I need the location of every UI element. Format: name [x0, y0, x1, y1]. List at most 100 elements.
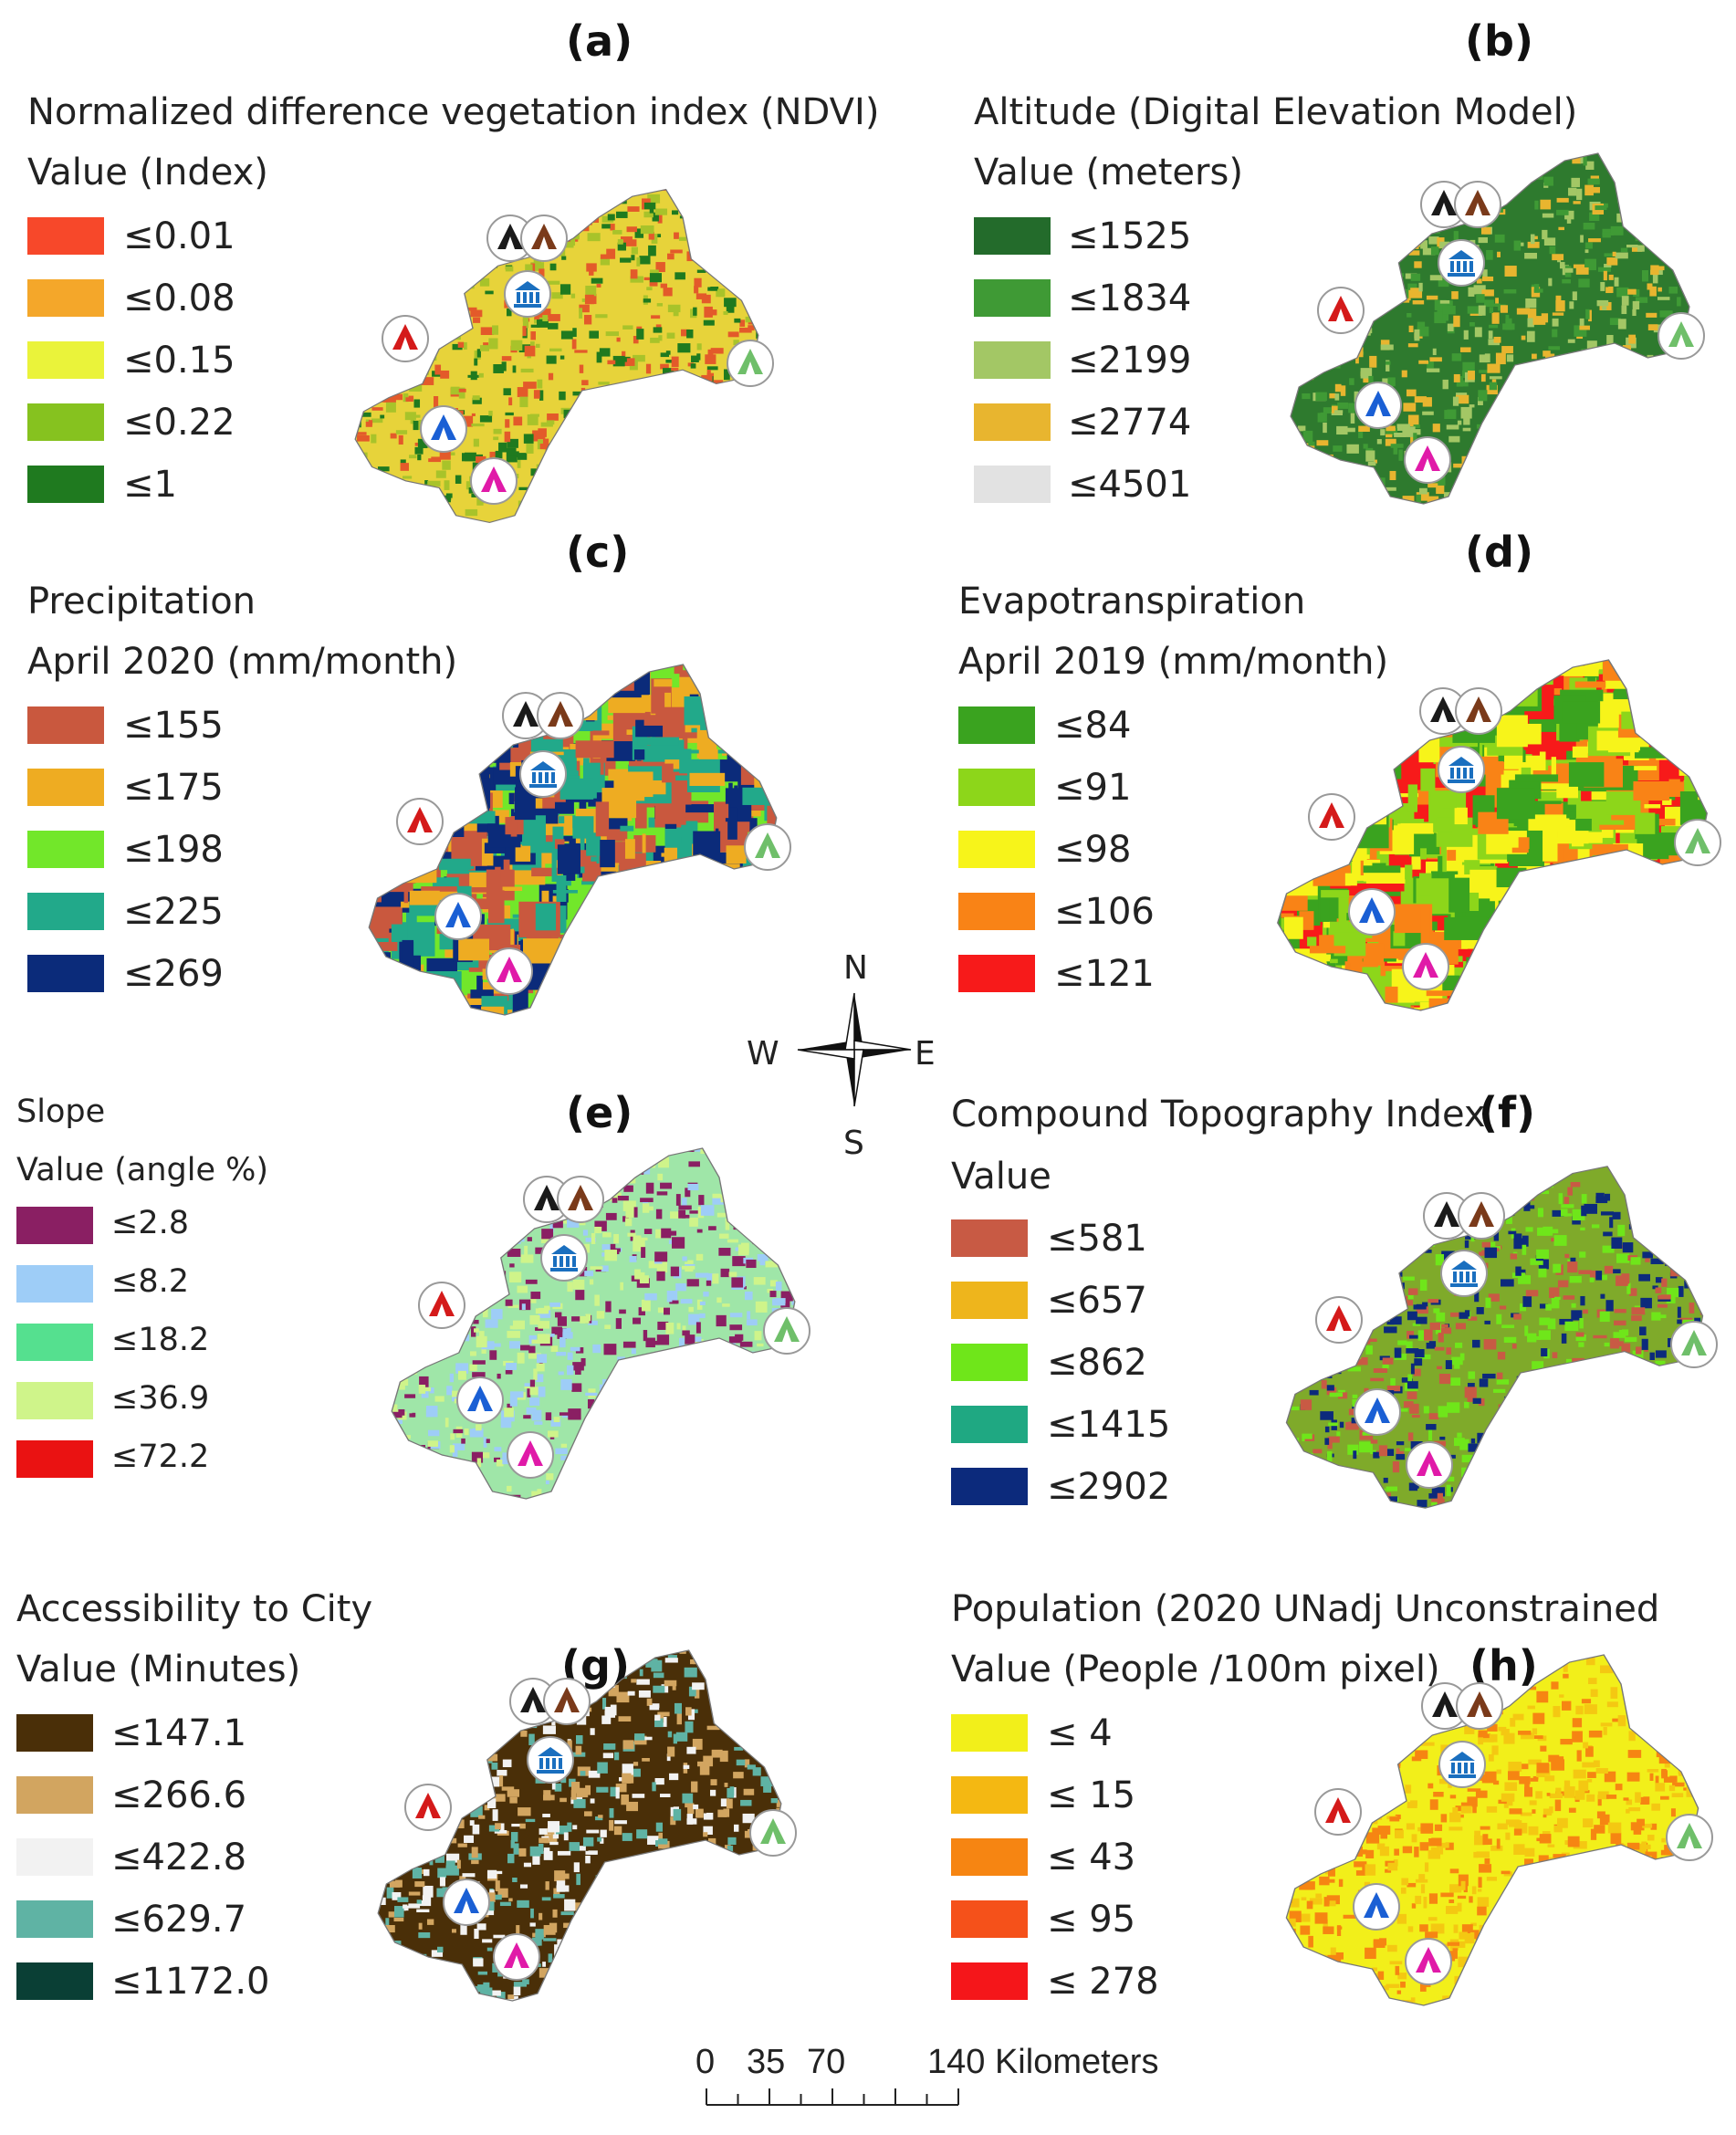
- tent-icon: [485, 947, 533, 995]
- legend-title: Compound Topography Index: [951, 1094, 1486, 1136]
- legend-label: ≤2199: [1068, 340, 1192, 382]
- legend-title: Evapotranspiration: [958, 581, 1306, 623]
- museum-icon: [1437, 239, 1485, 287]
- legend-swatch: [974, 217, 1051, 255]
- legend-swatch: [27, 279, 104, 317]
- legend-swatch: [951, 1406, 1028, 1443]
- legend-swatch: [27, 893, 104, 930]
- legend-label: ≤1525: [1068, 215, 1192, 257]
- scale-tick-label: 35: [747, 2043, 786, 2081]
- legend-label: ≤84: [1054, 705, 1132, 747]
- tent-icon: [1354, 382, 1402, 429]
- tent-icon: [1453, 181, 1501, 228]
- tent-icon: [1455, 1682, 1503, 1730]
- legend-subtitle: April 2019 (mm/month): [958, 641, 1389, 683]
- legend-subtitle: Value (meters): [974, 152, 1243, 194]
- legend-title: Population (2020 UNadj Unconstrained: [951, 1588, 1660, 1630]
- legend-label: ≤1: [123, 464, 177, 506]
- museum-icon: [1437, 746, 1485, 793]
- tent-icon: [396, 798, 444, 845]
- scale-tick-label: 0: [695, 2043, 716, 2081]
- panel-label: (b): [1465, 16, 1533, 66]
- museum-icon: [503, 269, 551, 318]
- legend-label: ≤147.1: [111, 1712, 247, 1754]
- tent-icon: [1455, 687, 1503, 735]
- legend-subtitle: Value (Index): [27, 152, 268, 194]
- legend-label: ≤175: [123, 767, 224, 809]
- legend-subtitle: April 2020 (mm/month): [27, 641, 458, 683]
- tent-icon: [557, 1176, 605, 1223]
- panel-label: (h): [1469, 1641, 1538, 1690]
- legend-swatch: [27, 341, 104, 379]
- tent-icon: [419, 404, 467, 453]
- tent-icon: [1404, 1938, 1452, 1985]
- legend-label: ≤629.7: [111, 1899, 247, 1941]
- legend-swatch: [951, 1962, 1028, 2000]
- legend-swatch: [974, 403, 1051, 441]
- legend-label: ≤198: [123, 829, 224, 871]
- legend-swatch: [16, 1962, 93, 2000]
- tent-icon: [1314, 1295, 1363, 1344]
- tent-icon: [404, 1784, 453, 1831]
- legend-label: ≤657: [1047, 1280, 1147, 1322]
- legend-label: ≤0.22: [123, 402, 235, 444]
- compass-n-label: N: [843, 949, 868, 987]
- legend-subtitle: Value (angle %): [16, 1152, 269, 1188]
- tent-icon: [486, 214, 535, 262]
- legend-subtitle: Value: [951, 1156, 1051, 1198]
- tent-icon: [1670, 1320, 1718, 1368]
- legend-label: ≤ 95: [1047, 1899, 1136, 1941]
- tent-icon: [1316, 287, 1365, 334]
- legend-swatch: [16, 1838, 93, 1876]
- legend-label: ≤106: [1054, 891, 1155, 933]
- tent-icon: [1353, 1883, 1401, 1931]
- legend-label: ≤1172.0: [111, 1961, 270, 2003]
- legend-swatch: [16, 1265, 93, 1303]
- tent-icon: [748, 1809, 797, 1857]
- legend-label: ≤36.9: [111, 1380, 210, 1417]
- legend-swatch: [958, 706, 1035, 744]
- legend-label: ≤0.01: [123, 215, 235, 257]
- legend-swatch: [27, 831, 104, 868]
- tent-icon: [520, 214, 569, 262]
- legend-label: ≤1834: [1068, 277, 1192, 319]
- legend-label: ≤0.08: [123, 277, 235, 319]
- tent-icon: [502, 692, 550, 739]
- legend-swatch: [27, 217, 104, 255]
- legend-label: ≤8.2: [111, 1263, 189, 1300]
- legend-swatch: [16, 1324, 93, 1361]
- legend-label: ≤581: [1047, 1218, 1147, 1260]
- tent-icon: [455, 1376, 504, 1424]
- raster-map: [1285, 1166, 1704, 1509]
- tent-icon: [507, 1431, 554, 1479]
- tent-icon: [726, 339, 774, 387]
- scale-tick-label: 70: [807, 2043, 846, 2081]
- legend-title: Altitude (Digital Elevation Model): [974, 91, 1578, 133]
- legend-label: ≤2902: [1047, 1466, 1171, 1508]
- tent-icon: [762, 1307, 810, 1355]
- tent-icon: [442, 1879, 490, 1926]
- legend-label: ≤4501: [1068, 464, 1192, 506]
- legend-label: ≤72.2: [111, 1439, 210, 1475]
- legend-swatch: [16, 1900, 93, 1938]
- legend-swatch: [974, 341, 1051, 379]
- museum-icon: [518, 750, 567, 798]
- legend-swatch: [974, 279, 1051, 317]
- compass-rose-icon: [797, 992, 912, 1107]
- legend-label: ≤ 4: [1047, 1712, 1113, 1754]
- legend-label: ≤266.6: [111, 1774, 247, 1816]
- legend-label: ≤862: [1047, 1342, 1147, 1384]
- museum-icon: [539, 1234, 588, 1282]
- panel-label: (d): [1465, 528, 1533, 577]
- legend-label: ≤2.8: [111, 1205, 189, 1241]
- museum-icon: [1440, 1249, 1489, 1297]
- legend-swatch: [951, 1900, 1028, 1938]
- legend-swatch: [974, 466, 1051, 503]
- legend-swatch: [16, 1714, 93, 1752]
- legend-swatch: [951, 1838, 1028, 1876]
- tent-icon: [543, 1678, 591, 1725]
- panel-label: (e): [566, 1088, 633, 1137]
- tent-icon: [418, 1282, 466, 1329]
- tent-icon: [1657, 312, 1705, 360]
- scale-bar: [706, 2088, 959, 2106]
